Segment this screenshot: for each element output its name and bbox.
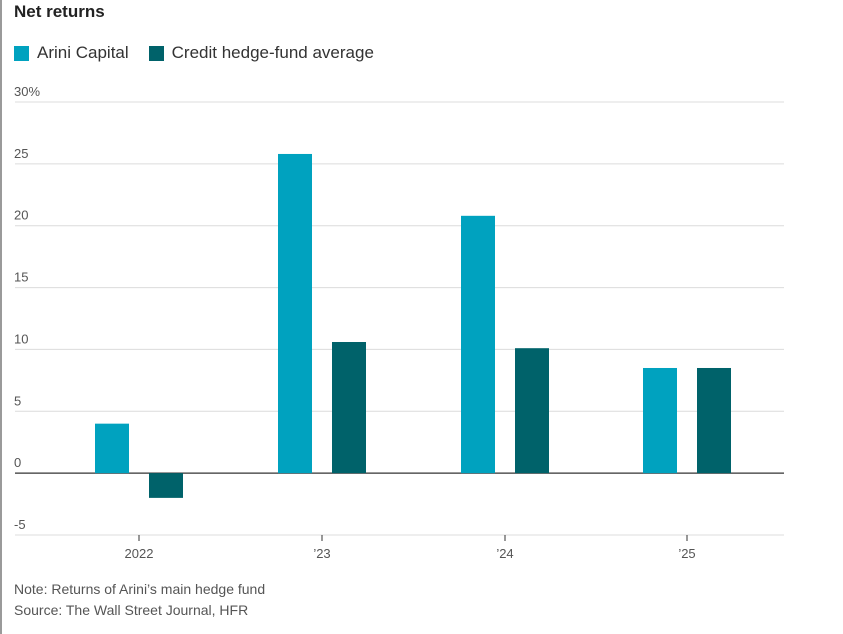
y-tick-label: 5 (14, 393, 21, 408)
bar-credit-average-2 (515, 348, 549, 474)
x-tick-label: ’24 (496, 546, 513, 561)
bar-arini-capital-2 (461, 215, 495, 474)
legend-swatch-arini (14, 45, 29, 61)
x-tick-label: ’23 (313, 546, 330, 561)
y-tick-label: -5 (14, 517, 26, 532)
legend-swatch-credit-average (148, 45, 164, 61)
y-tick-label: 10 (14, 331, 28, 346)
legend-label-arini: Arini Capital (37, 43, 129, 62)
left-border (0, 0, 2, 634)
legend-item-arini: Arini Capital (14, 43, 129, 63)
bar-arini-capital-0 (95, 423, 129, 474)
bar-credit-average-3 (697, 367, 731, 474)
x-tick-label: 2022 (125, 546, 154, 561)
chart-title: Net returns (14, 2, 105, 21)
legend-label-credit-average: Credit hedge-fund average (171, 43, 374, 62)
bar-arini-capital-1 (278, 153, 312, 474)
note-text: Note: Returns of Arini’s main hedge fund (14, 581, 266, 597)
footnotes: Note: Returns of Arini’s main hedge fund… (14, 579, 265, 621)
y-tick-label: 15 (14, 270, 28, 285)
source-text: Source: The Wall Street Journal, HFR (14, 602, 249, 618)
bar-credit-average-1 (332, 342, 366, 474)
y-tick-label: 30% (14, 84, 40, 99)
y-tick-label: 20 (14, 208, 28, 223)
x-axis-ticks: 2022 ’23 ’24 ’25 (125, 535, 696, 561)
legend: Arini Capital Credit hedge-fund average (14, 43, 394, 63)
bar-credit-average-0 (149, 473, 183, 498)
y-tick-label: 25 (14, 146, 28, 161)
bars (95, 153, 731, 498)
bar-arini-capital-3 (643, 367, 677, 474)
y-axis-ticks: 30% 25 20 15 10 5 0 -5 (14, 84, 40, 532)
legend-item-credit-average: Credit hedge-fund average (148, 43, 374, 63)
x-tick-label: ’25 (678, 546, 695, 561)
gridlines (15, 101, 784, 536)
y-tick-label: 0 (14, 455, 21, 470)
